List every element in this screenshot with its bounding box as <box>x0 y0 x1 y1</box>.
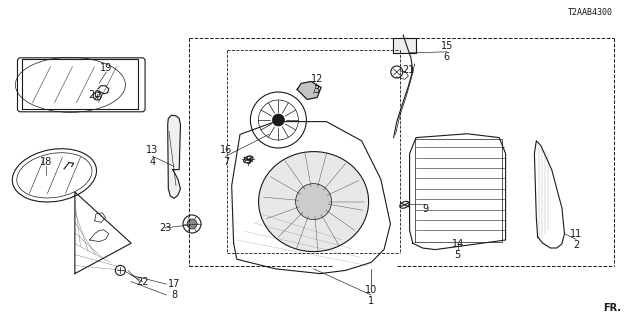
Text: 10: 10 <box>365 284 378 295</box>
Text: 15: 15 <box>440 41 453 52</box>
Text: 7: 7 <box>223 156 229 167</box>
Text: T2AAB4300: T2AAB4300 <box>568 8 613 17</box>
Text: 21: 21 <box>402 65 415 75</box>
Polygon shape <box>168 115 180 198</box>
Text: 11: 11 <box>570 228 582 239</box>
Text: 20: 20 <box>88 90 101 100</box>
Polygon shape <box>297 82 321 100</box>
Polygon shape <box>393 38 416 53</box>
Text: FR.: FR. <box>603 303 621 313</box>
Ellipse shape <box>400 201 409 208</box>
Text: 18: 18 <box>40 156 52 167</box>
Text: 3: 3 <box>314 84 320 95</box>
Text: 12: 12 <box>310 74 323 84</box>
Text: 14: 14 <box>451 239 464 249</box>
Text: 6: 6 <box>444 52 450 62</box>
Text: 4: 4 <box>149 156 156 167</box>
Circle shape <box>115 265 125 276</box>
Text: 9: 9 <box>422 204 429 214</box>
Circle shape <box>273 114 284 126</box>
Text: 2: 2 <box>573 240 579 250</box>
Circle shape <box>391 66 403 78</box>
Text: 8: 8 <box>171 290 177 300</box>
Text: 9: 9 <box>245 156 252 166</box>
Ellipse shape <box>244 156 253 163</box>
Circle shape <box>93 92 101 100</box>
Ellipse shape <box>259 152 369 252</box>
Circle shape <box>250 92 307 148</box>
Text: 22: 22 <box>136 276 148 287</box>
Text: 19: 19 <box>100 63 113 73</box>
Text: 16: 16 <box>220 145 232 156</box>
Circle shape <box>187 219 197 229</box>
Circle shape <box>296 184 332 220</box>
Text: 17: 17 <box>168 279 180 289</box>
Text: 23: 23 <box>159 223 172 233</box>
Text: 1: 1 <box>368 296 374 306</box>
Text: 13: 13 <box>146 145 159 156</box>
Text: 5: 5 <box>454 250 461 260</box>
Circle shape <box>183 215 201 233</box>
